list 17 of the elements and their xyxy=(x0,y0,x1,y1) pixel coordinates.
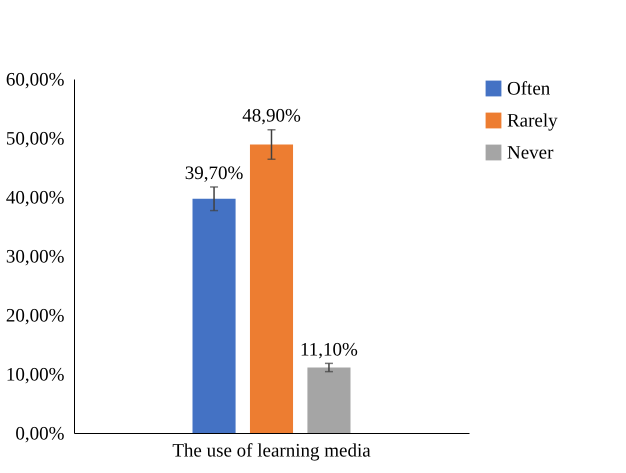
bar xyxy=(192,198,236,433)
y-tick-label: 20,00% xyxy=(6,306,65,326)
x-tick-label: The use of learning media xyxy=(172,440,372,462)
data-label: 48,90% xyxy=(242,106,301,127)
data-label: 39,70% xyxy=(184,162,244,184)
bar xyxy=(250,144,294,433)
y-tick-label: 60,00% xyxy=(6,70,65,90)
y-tick-label: 50,00% xyxy=(6,128,65,150)
legend-label: Often xyxy=(507,78,551,100)
y-tick-label: 30,00% xyxy=(6,246,65,268)
y-tick-label: 40,00% xyxy=(6,188,65,208)
legend-label: Never xyxy=(507,142,554,164)
bar xyxy=(307,368,350,433)
data-label: 11,10% xyxy=(300,339,358,360)
y-tick-label: 0,00% xyxy=(15,424,65,444)
y-tick-label: 10,00% xyxy=(6,364,65,386)
legend-label: Rarely xyxy=(507,110,558,132)
